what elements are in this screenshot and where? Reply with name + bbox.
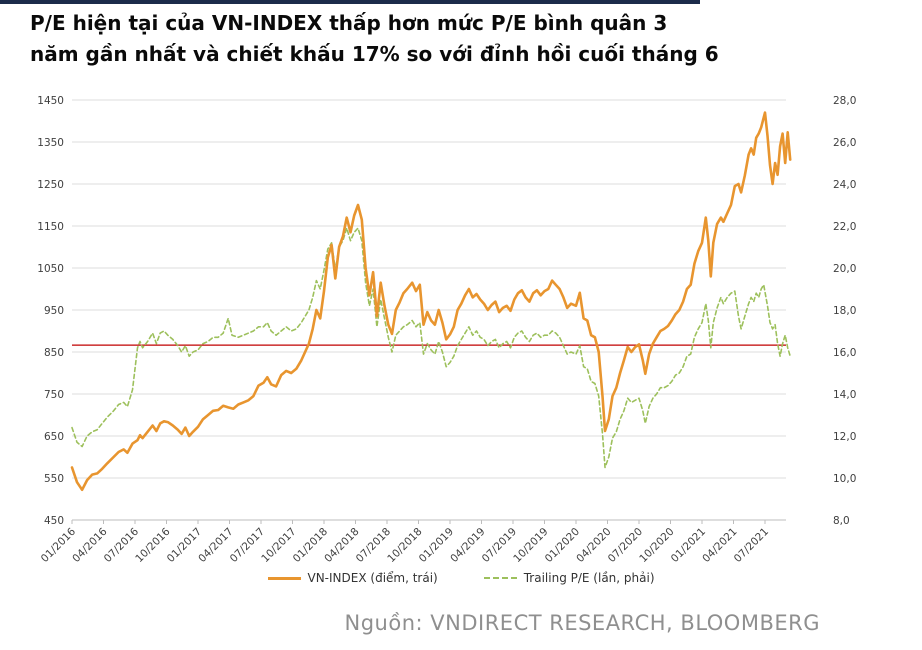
chart-title: P/E hiện tại của VN-INDEX thấp hơn mức P… xyxy=(30,8,900,70)
svg-text:450: 450 xyxy=(44,515,64,527)
svg-text:16,0: 16,0 xyxy=(833,347,856,359)
chart-title-line1: P/E hiện tại của VN-INDEX thấp hơn mức P… xyxy=(30,11,668,35)
chart-legend: VN-INDEX (điểm, trái) Trailing P/E (lần, … xyxy=(0,571,922,585)
source-credit: Nguồn: VNDIRECT RESEARCH, BLOOMBERG xyxy=(344,611,820,635)
top-accent-bar xyxy=(0,0,700,4)
svg-text:07/2021: 07/2021 xyxy=(732,526,771,565)
svg-text:8,0: 8,0 xyxy=(833,515,850,527)
svg-text:1050: 1050 xyxy=(37,263,64,275)
legend-label: Trailing P/E (lần, phải) xyxy=(523,571,655,585)
svg-text:1450: 1450 xyxy=(37,95,64,107)
legend-dashed-line-swatch xyxy=(483,577,517,579)
svg-text:24,0: 24,0 xyxy=(833,179,856,191)
svg-text:1150: 1150 xyxy=(37,221,64,233)
legend-item: Trailing P/E (lần, phải) xyxy=(483,571,655,585)
svg-text:20,0: 20,0 xyxy=(833,263,856,275)
legend-solid-line-swatch xyxy=(267,576,301,580)
svg-text:550: 550 xyxy=(44,473,64,485)
svg-text:18,0: 18,0 xyxy=(833,305,856,317)
svg-text:12,0: 12,0 xyxy=(833,431,856,443)
svg-text:22,0: 22,0 xyxy=(833,221,856,233)
svg-text:850: 850 xyxy=(44,347,64,359)
svg-text:26,0: 26,0 xyxy=(833,137,856,149)
svg-text:750: 750 xyxy=(44,389,64,401)
legend-label: VN-INDEX (điểm, trái) xyxy=(307,571,438,585)
svg-text:1350: 1350 xyxy=(37,137,64,149)
svg-text:650: 650 xyxy=(44,431,64,443)
legend-item: VN-INDEX (điểm, trái) xyxy=(267,571,438,585)
svg-text:1250: 1250 xyxy=(37,179,64,191)
svg-text:14,0: 14,0 xyxy=(833,389,856,401)
svg-text:28,0: 28,0 xyxy=(833,95,856,107)
chart-title-line2: năm gần nhất và chiết khấu 17% so với đỉ… xyxy=(30,42,719,66)
svg-text:950: 950 xyxy=(44,305,64,317)
svg-text:10,0: 10,0 xyxy=(833,473,856,485)
